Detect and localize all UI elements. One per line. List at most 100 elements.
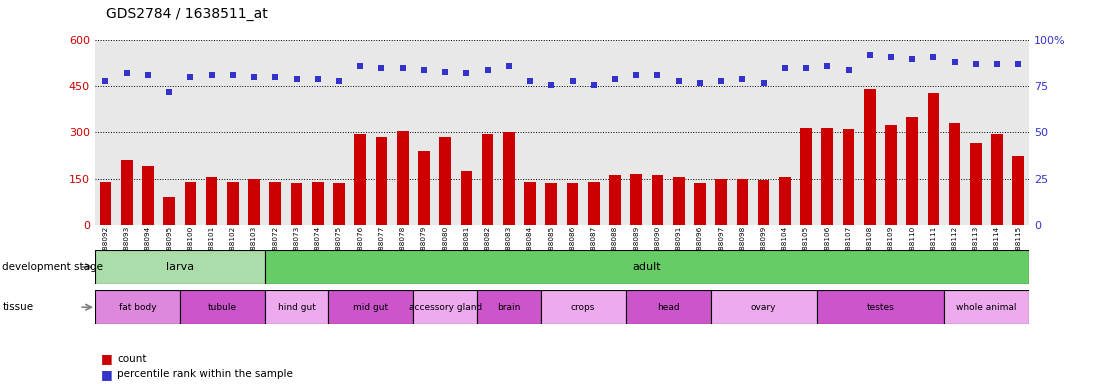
Bar bbox=[477, 290, 540, 324]
Bar bbox=[482, 134, 493, 225]
Point bbox=[776, 65, 793, 71]
Point bbox=[988, 61, 1006, 67]
Point bbox=[712, 78, 730, 84]
Bar bbox=[205, 177, 218, 225]
Text: brain: brain bbox=[497, 303, 520, 312]
Bar bbox=[540, 290, 626, 324]
Bar bbox=[180, 290, 264, 324]
Text: ■: ■ bbox=[100, 368, 113, 381]
Point bbox=[288, 76, 306, 82]
Text: hind gut: hind gut bbox=[278, 303, 316, 312]
Bar bbox=[95, 290, 180, 324]
Point bbox=[818, 63, 836, 69]
Point bbox=[542, 81, 560, 88]
Text: head: head bbox=[656, 303, 680, 312]
Point bbox=[373, 65, 391, 71]
Point bbox=[606, 76, 624, 82]
Bar bbox=[588, 182, 599, 225]
Text: adult: adult bbox=[633, 262, 661, 272]
Point bbox=[267, 74, 285, 80]
Point bbox=[246, 74, 263, 80]
Bar bbox=[927, 93, 940, 225]
Text: development stage: development stage bbox=[2, 262, 104, 272]
Point bbox=[670, 78, 687, 84]
Bar bbox=[525, 182, 536, 225]
Point bbox=[945, 60, 963, 66]
Bar bbox=[631, 174, 642, 225]
Point bbox=[754, 79, 772, 86]
Point bbox=[352, 63, 369, 69]
Bar bbox=[817, 290, 944, 324]
Text: crops: crops bbox=[571, 303, 595, 312]
Text: tissue: tissue bbox=[2, 302, 33, 312]
Bar bbox=[758, 180, 769, 225]
Point bbox=[458, 70, 475, 76]
Bar bbox=[328, 290, 413, 324]
Point bbox=[140, 72, 157, 78]
Text: larva: larva bbox=[165, 262, 194, 272]
Bar bbox=[906, 117, 918, 225]
Bar bbox=[1012, 156, 1024, 225]
Bar bbox=[673, 177, 684, 225]
Bar bbox=[944, 290, 1029, 324]
Bar bbox=[248, 179, 260, 225]
Bar bbox=[991, 134, 1003, 225]
Bar bbox=[290, 183, 302, 225]
Bar bbox=[376, 137, 387, 225]
Bar bbox=[95, 250, 264, 284]
Point bbox=[224, 72, 242, 78]
Bar bbox=[711, 290, 817, 324]
Bar bbox=[99, 182, 112, 225]
Point bbox=[309, 76, 327, 82]
Point bbox=[733, 76, 751, 82]
Point bbox=[203, 72, 221, 78]
Point bbox=[860, 52, 878, 58]
Bar bbox=[864, 89, 876, 225]
Text: fat body: fat body bbox=[118, 303, 156, 312]
Bar bbox=[461, 171, 472, 225]
Point bbox=[500, 63, 518, 69]
Bar bbox=[737, 179, 748, 225]
Bar bbox=[885, 125, 897, 225]
Bar bbox=[843, 129, 855, 225]
Bar bbox=[609, 175, 620, 225]
Bar bbox=[264, 290, 328, 324]
Bar bbox=[227, 182, 239, 225]
Bar bbox=[970, 143, 982, 225]
Bar bbox=[503, 132, 514, 225]
Bar bbox=[779, 177, 790, 225]
Text: testes: testes bbox=[866, 303, 894, 312]
Point bbox=[691, 79, 709, 86]
Bar bbox=[334, 183, 345, 225]
Point bbox=[394, 65, 412, 71]
Bar bbox=[949, 123, 961, 225]
Bar bbox=[440, 137, 451, 225]
Point bbox=[627, 72, 645, 78]
Point bbox=[97, 78, 115, 84]
Bar bbox=[413, 290, 477, 324]
Text: accessory gland: accessory gland bbox=[408, 303, 482, 312]
Point bbox=[161, 89, 179, 95]
Text: tubule: tubule bbox=[208, 303, 237, 312]
Point bbox=[118, 70, 136, 76]
Bar bbox=[715, 179, 727, 225]
Bar bbox=[397, 131, 408, 225]
Bar bbox=[567, 183, 578, 225]
Bar bbox=[694, 183, 705, 225]
Point bbox=[585, 81, 603, 88]
Point bbox=[415, 67, 433, 73]
Point bbox=[436, 69, 454, 75]
Bar bbox=[264, 250, 1029, 284]
Text: ■: ■ bbox=[100, 353, 113, 366]
Point bbox=[648, 72, 666, 78]
Point bbox=[839, 67, 857, 73]
Point bbox=[903, 56, 921, 62]
Text: whole animal: whole animal bbox=[956, 303, 1017, 312]
Text: ovary: ovary bbox=[751, 303, 777, 312]
Bar bbox=[121, 160, 133, 225]
Bar bbox=[626, 290, 711, 324]
Bar bbox=[312, 182, 324, 225]
Point bbox=[182, 74, 200, 80]
Point bbox=[797, 65, 815, 71]
Point bbox=[966, 61, 984, 67]
